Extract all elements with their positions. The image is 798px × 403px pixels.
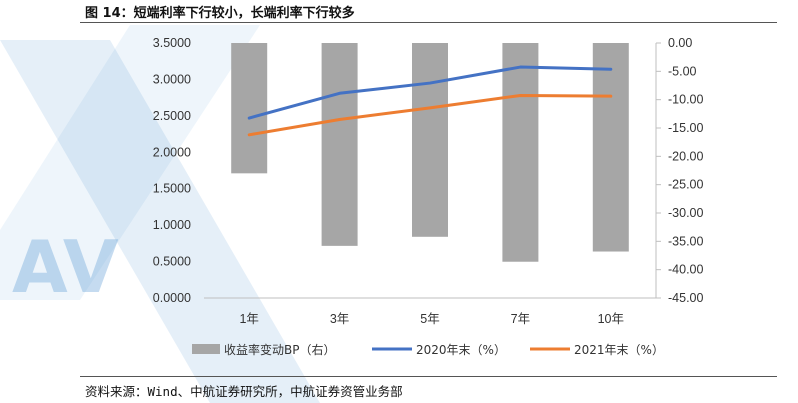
- right-axis-tick-label: -25.00: [668, 178, 703, 192]
- legend-label: 2020年末（%）: [416, 343, 506, 357]
- series-point: [248, 116, 251, 120]
- series-point: [428, 106, 432, 110]
- title-rule: [80, 22, 777, 23]
- right-axis-tick-label: -45.00: [668, 291, 703, 305]
- right-axis-tick-label: 0.00: [668, 36, 692, 50]
- source-note: 资料来源：Wind、中航证券研究所，中航证券资管业务部: [85, 384, 403, 399]
- left-axis-tick-label: 2.5000: [153, 109, 191, 123]
- x-axis-tick-label: 7年: [511, 312, 530, 326]
- legend-label: 2021年末（%）: [574, 343, 664, 357]
- series-point: [338, 118, 341, 121]
- bar: [231, 43, 268, 174]
- x-axis-tick-label: 3年: [330, 312, 349, 326]
- series-point: [248, 133, 251, 136]
- left-axis-tick-label: 0.0000: [153, 291, 191, 305]
- right-axis-tick-label: -10.00: [668, 93, 703, 107]
- series-point: [428, 81, 432, 85]
- series-point: [609, 68, 612, 71]
- legend-swatch-bar: [192, 344, 220, 354]
- bar: [412, 43, 448, 237]
- source-rule: [80, 376, 777, 377]
- x-axis-tick-label: 5年: [420, 312, 439, 326]
- series-point: [609, 94, 612, 98]
- left-axis-tick-label: 1.0000: [153, 218, 191, 232]
- figure-title: 图 14：短端利率下行较小，长端利率下行较多: [85, 6, 355, 21]
- right-axis-tick-label: -5.00: [668, 64, 697, 78]
- right-axis-tick-label: -40.00: [668, 263, 703, 277]
- series-point: [519, 65, 522, 69]
- right-axis-tick-label: -20.00: [668, 149, 703, 163]
- series-point: [338, 92, 341, 95]
- series-point: [519, 94, 522, 97]
- bar: [592, 43, 629, 252]
- right-axis-tick-label: -15.00: [668, 121, 703, 135]
- bar: [502, 43, 539, 262]
- left-axis-tick-label: 1.5000: [153, 182, 191, 196]
- legend-label: 收益率变动BP（右）: [224, 342, 335, 357]
- left-axis-tick-label: 2.0000: [153, 145, 191, 159]
- left-axis-tick-label: 3.0000: [153, 72, 191, 86]
- left-axis-tick-label: 3.5000: [153, 36, 191, 50]
- x-axis-tick-label: 1年: [239, 312, 258, 326]
- x-axis-tick-label: 10年: [598, 312, 624, 326]
- right-axis-tick-label: -35.00: [668, 234, 703, 248]
- left-axis-tick-label: 0.5000: [153, 255, 191, 269]
- right-axis-tick-label: -30.00: [668, 206, 703, 220]
- bar: [321, 43, 358, 246]
